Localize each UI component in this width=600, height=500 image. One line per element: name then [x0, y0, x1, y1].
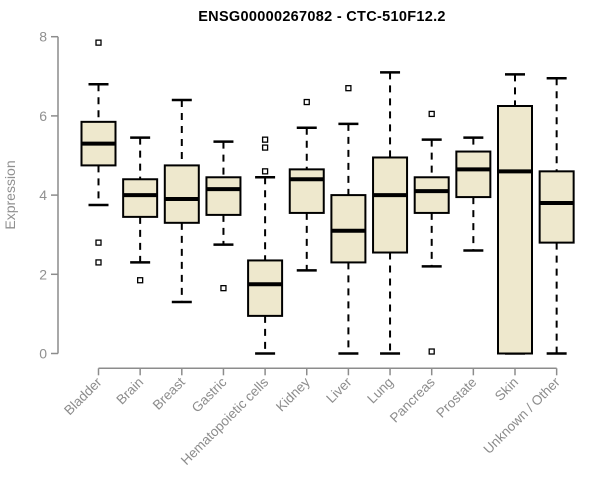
x-category-label: Lung [364, 375, 396, 407]
outlier-point [95, 239, 102, 246]
x-category-label: Unknown / Other [481, 374, 564, 457]
y-tick-label: 8 [39, 29, 47, 45]
outlier-point [220, 285, 227, 292]
box-kidney [288, 168, 325, 214]
box-hematopoietic-cells [247, 259, 284, 317]
box-gastric [205, 176, 242, 216]
outlier-point [95, 259, 102, 266]
y-axis-title: Expression [2, 160, 18, 229]
outlier-point [428, 110, 435, 118]
outlier-point [303, 98, 310, 106]
y-tick-label: 6 [39, 108, 47, 124]
y-tick-label: 4 [39, 187, 47, 203]
box-skin [497, 105, 533, 355]
x-category-label: Breast [150, 374, 188, 412]
x-category-label: Pancreas [387, 374, 438, 425]
chart-title: ENSG00000267082 - CTC-510F12.2 [198, 9, 446, 25]
outlier-point [428, 348, 435, 355]
x-category-label: Skin [492, 375, 521, 404]
x-category-label: Bladder [61, 374, 105, 418]
x-category-label: Gastric [189, 374, 230, 415]
box-lung [372, 156, 409, 254]
outlier-point [261, 144, 269, 151]
outlier-point [261, 136, 269, 143]
y-tick-label: 2 [39, 266, 47, 282]
outlier-point [95, 39, 102, 46]
x-category-label: Brain [113, 375, 146, 408]
x-category-label: Prostate [433, 375, 479, 421]
box-brain [122, 178, 159, 218]
x-category-label: Kidney [273, 374, 313, 414]
outlier-point [136, 277, 144, 284]
y-tick-label: 0 [39, 346, 47, 362]
box-breast [163, 164, 200, 224]
box-prostate [455, 150, 492, 199]
box-pancreas [413, 176, 450, 214]
x-category-label: Liver [323, 374, 355, 406]
box-unknown-other [538, 170, 575, 244]
outlier-point [345, 85, 352, 92]
outlier-point [261, 168, 269, 175]
